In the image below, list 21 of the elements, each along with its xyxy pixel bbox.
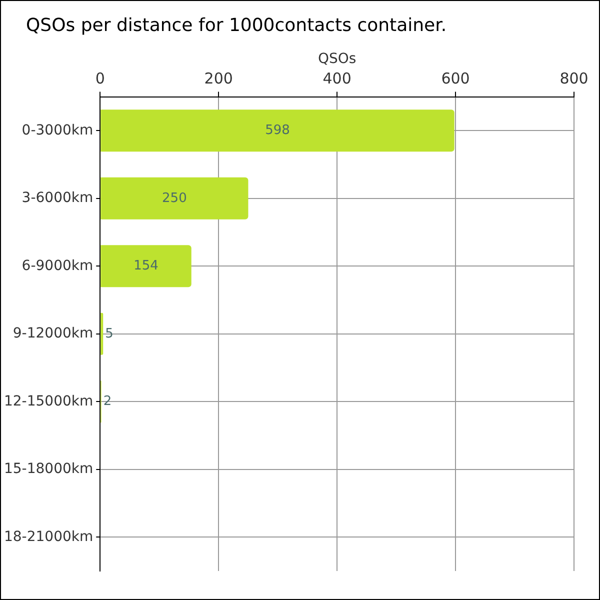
y-tick-label: 15-18000km	[4, 461, 94, 478]
x-tick-label: 600	[441, 70, 470, 88]
y-tick-label: 6-9000km	[22, 258, 94, 274]
y-tick-label: 3-6000km	[22, 190, 94, 206]
bar	[100, 110, 454, 152]
chart-title: QSOs per distance for 1000contacts container.	[26, 15, 447, 36]
bar	[100, 177, 248, 220]
x-axis-title: QSOs	[318, 51, 356, 68]
data-label: 154	[134, 258, 158, 274]
x-tick-label: 800	[560, 70, 588, 88]
x-tick-label: 400	[322, 70, 352, 88]
data-label: 598	[265, 123, 290, 138]
x-tick-label: 0	[95, 70, 105, 88]
x-tick-label: 200	[204, 70, 233, 88]
data-label: 250	[162, 190, 187, 206]
bar	[100, 245, 192, 288]
y-tick-label: 0-3000km	[22, 122, 94, 138]
bar	[100, 312, 104, 355]
y-tick-label: 18-21000km	[4, 528, 94, 545]
y-tick-label: 12-15000km	[4, 393, 94, 410]
y-tick-label: 9-12000km	[12, 326, 94, 342]
